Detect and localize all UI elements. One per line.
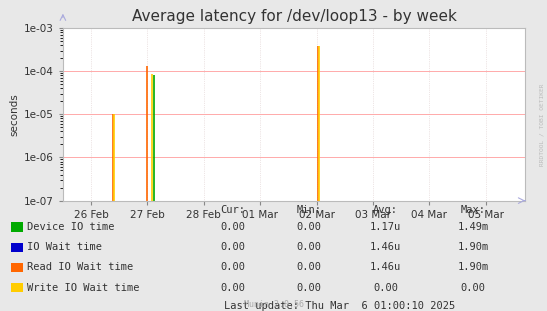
Text: Last update: Thu Mar  6 01:00:10 2025: Last update: Thu Mar 6 01:00:10 2025 xyxy=(224,301,455,311)
Text: Avg:: Avg: xyxy=(373,205,398,215)
Text: Cur:: Cur: xyxy=(220,205,245,215)
Text: Read IO Wait time: Read IO Wait time xyxy=(27,262,133,272)
Text: 1.46u: 1.46u xyxy=(370,242,401,252)
Text: Device IO time: Device IO time xyxy=(27,222,115,232)
Text: 0.00: 0.00 xyxy=(373,283,398,293)
Text: RRDTOOL / TOBI OETIKER: RRDTOOL / TOBI OETIKER xyxy=(539,83,544,166)
Title: Average latency for /dev/loop13 - by week: Average latency for /dev/loop13 - by wee… xyxy=(132,9,456,24)
Text: 0.00: 0.00 xyxy=(461,283,486,293)
Y-axis label: seconds: seconds xyxy=(10,93,20,136)
Text: 0.00: 0.00 xyxy=(296,222,322,232)
Text: 0.00: 0.00 xyxy=(220,283,245,293)
Text: Munin 2.0.56: Munin 2.0.56 xyxy=(243,300,304,309)
Text: 1.90m: 1.90m xyxy=(457,242,489,252)
Text: 0.00: 0.00 xyxy=(296,262,322,272)
Text: 0.00: 0.00 xyxy=(220,222,245,232)
Text: 1.49m: 1.49m xyxy=(457,222,489,232)
Text: IO Wait time: IO Wait time xyxy=(27,242,102,252)
Text: 0.00: 0.00 xyxy=(296,283,322,293)
Text: 0.00: 0.00 xyxy=(220,262,245,272)
Text: 0.00: 0.00 xyxy=(296,242,322,252)
Text: 1.46u: 1.46u xyxy=(370,262,401,272)
Text: Write IO Wait time: Write IO Wait time xyxy=(27,283,140,293)
Text: Min:: Min: xyxy=(296,205,322,215)
Text: Max:: Max: xyxy=(461,205,486,215)
Text: 1.17u: 1.17u xyxy=(370,222,401,232)
Text: 0.00: 0.00 xyxy=(220,242,245,252)
Text: 1.90m: 1.90m xyxy=(457,262,489,272)
